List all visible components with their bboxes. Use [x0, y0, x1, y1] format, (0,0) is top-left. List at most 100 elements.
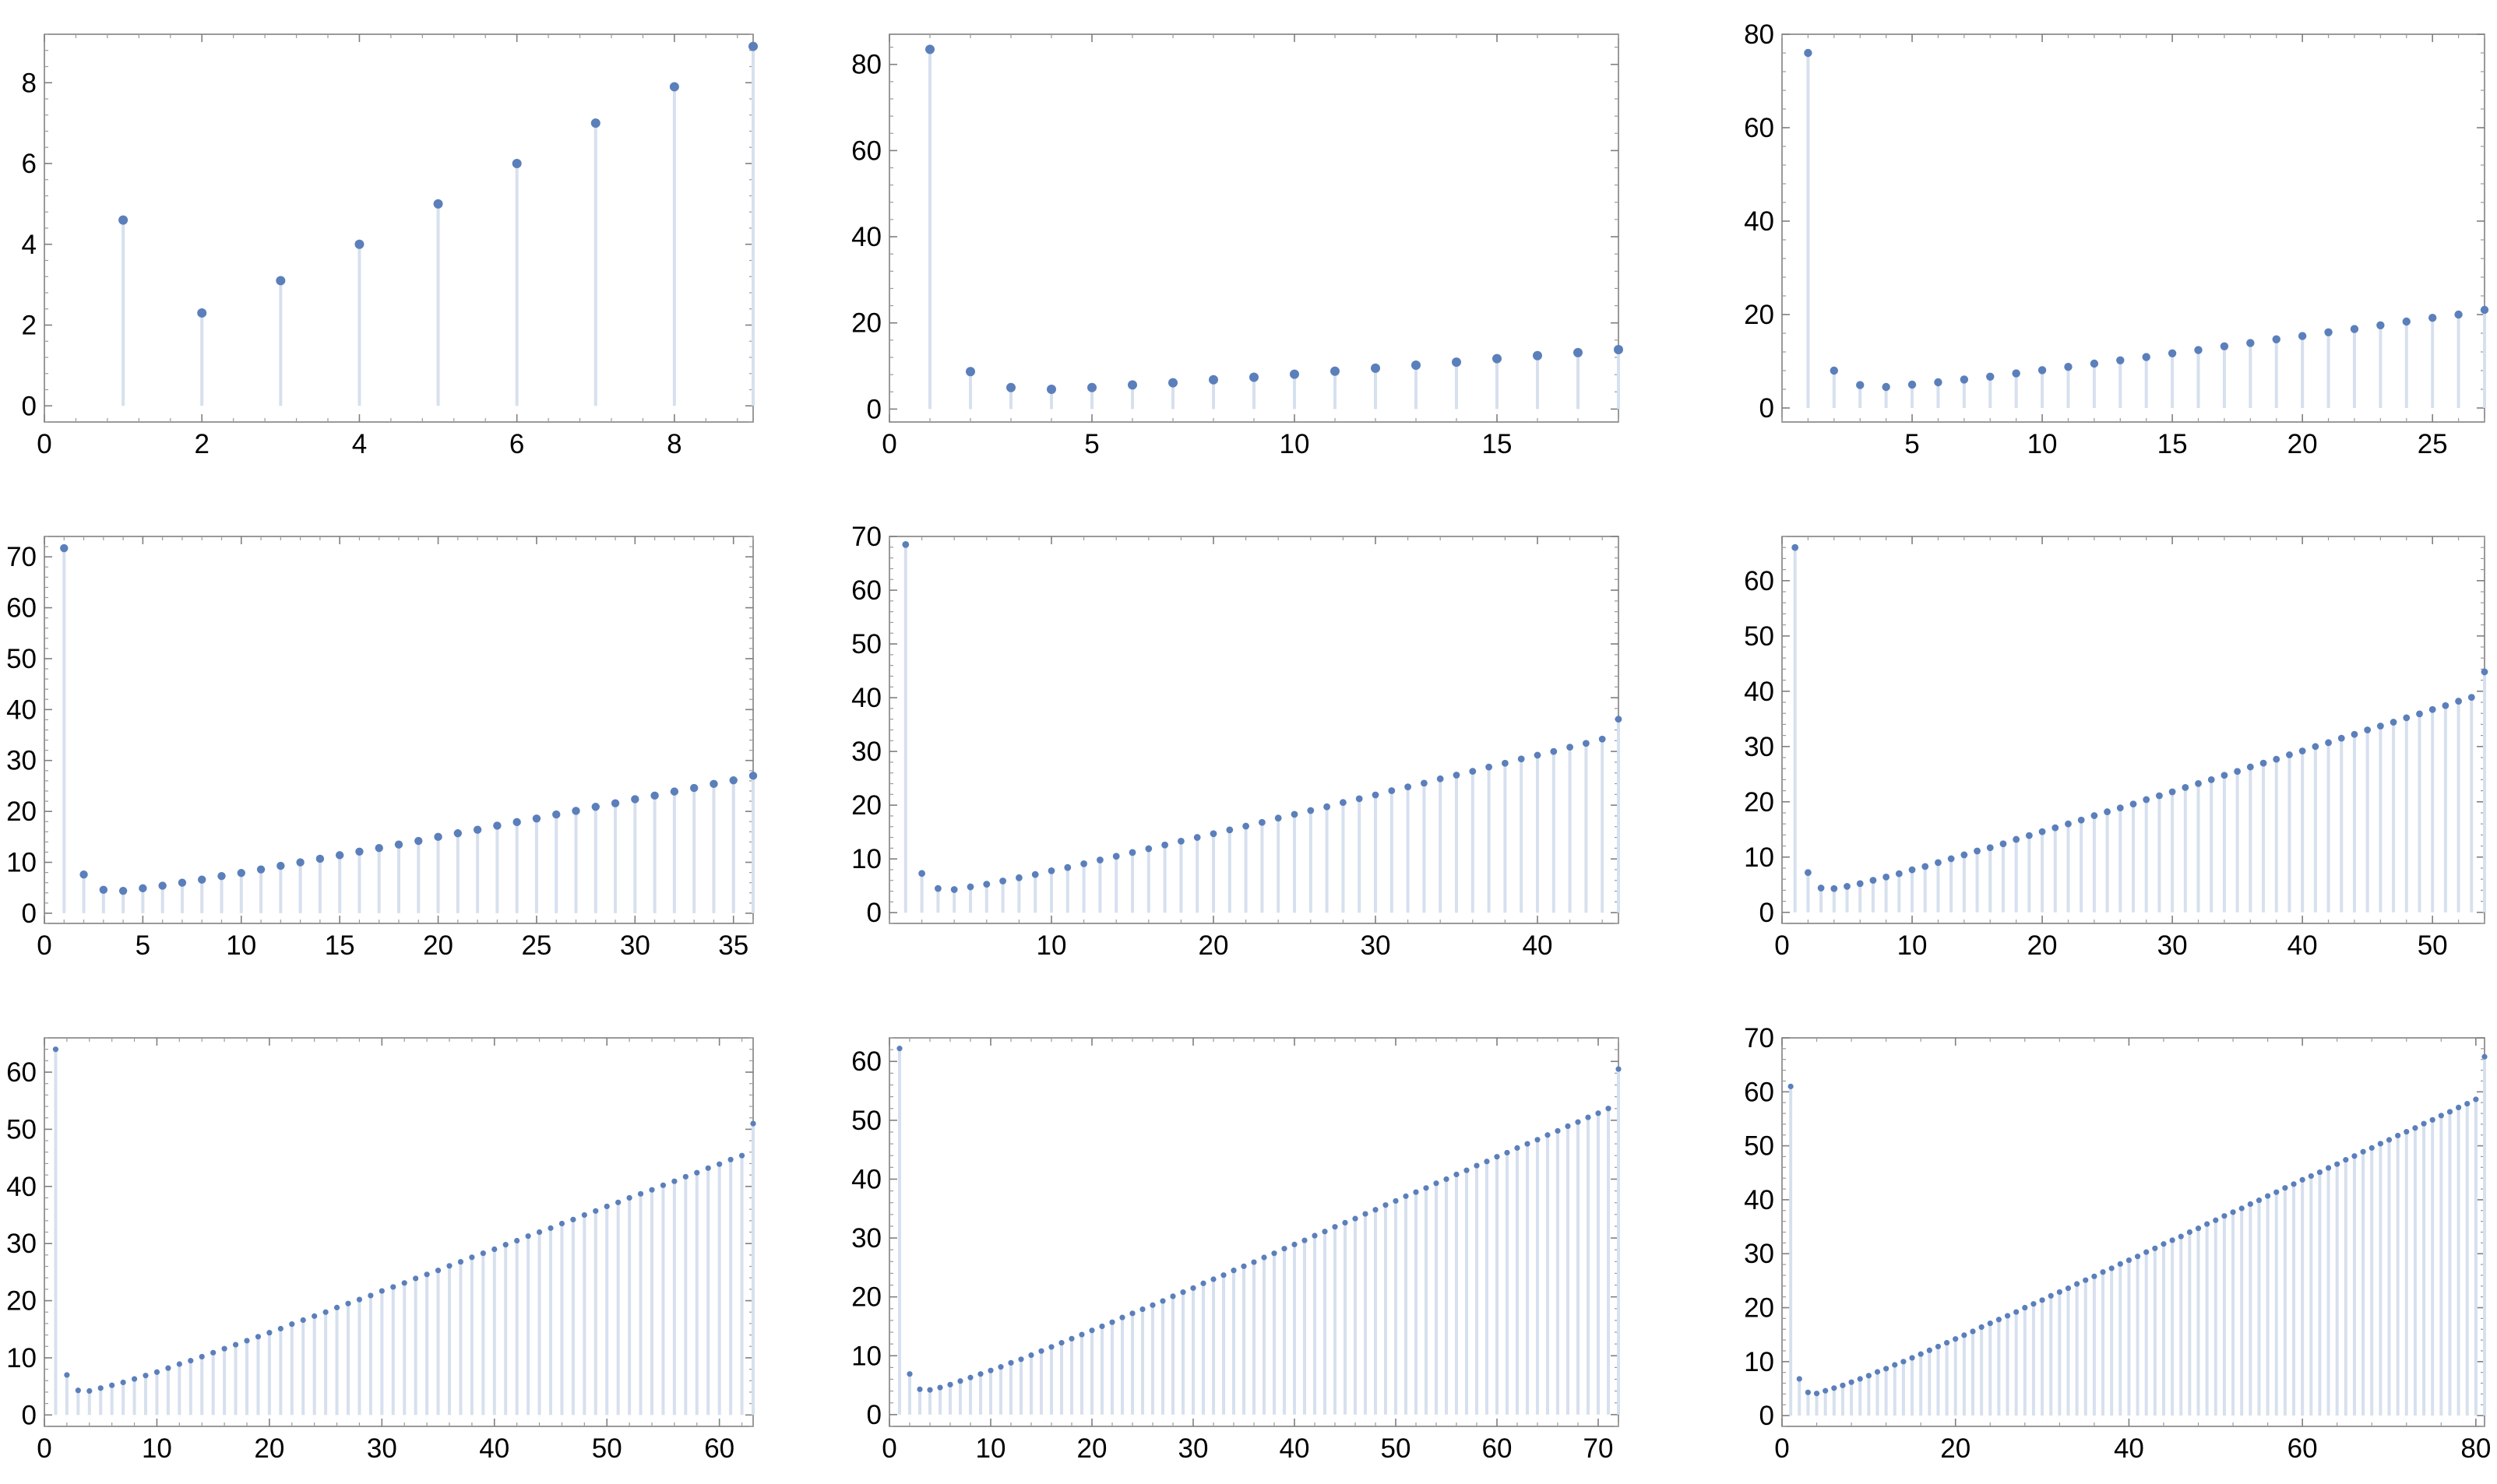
data-point [2316, 1169, 2323, 1176]
data-point [2351, 730, 2358, 738]
data-point [2390, 719, 2397, 726]
data-point [1943, 1339, 1950, 1346]
data-point [1200, 1280, 1206, 1286]
data-point [1999, 840, 2007, 848]
data-point [480, 1250, 486, 1257]
data-point [1242, 822, 1249, 830]
data-point [1150, 1302, 1156, 1308]
data-point [1079, 1331, 1085, 1338]
data-point [1372, 791, 1379, 799]
y-tick-label: 20 [1744, 300, 1774, 330]
data-point [1595, 1110, 1601, 1117]
data-point [2168, 788, 2176, 796]
y-tick-label: 6 [22, 149, 37, 179]
data-point [2178, 1233, 2184, 1240]
data-point [1502, 759, 1509, 767]
data-point [650, 791, 659, 800]
x-tick-label: 10 [226, 930, 256, 961]
data-point [232, 1342, 239, 1348]
data-point [1494, 1154, 1500, 1160]
data-point [957, 1378, 963, 1384]
plot-frame [44, 1037, 754, 1427]
y-tick-label: 0 [1759, 393, 1774, 424]
data-point [1178, 837, 1185, 845]
data-point [1934, 378, 1942, 387]
data-point [52, 1046, 59, 1053]
data-point [2386, 1137, 2393, 1143]
data-point [1231, 1268, 1237, 1274]
data-point [1986, 844, 1994, 852]
y-tick-label: 30 [851, 1223, 882, 1254]
data-point [2282, 1185, 2288, 1191]
data-point [2298, 332, 2307, 340]
data-point [2039, 1297, 2045, 1303]
x-tick-label: 5 [1904, 429, 1919, 459]
data-point [1031, 870, 1039, 878]
x-tick-label: 25 [2418, 429, 2448, 459]
data-point [469, 1254, 475, 1261]
data-point [244, 1338, 250, 1344]
y-tick-label: 60 [851, 1046, 882, 1077]
data-point [2074, 1281, 2080, 1287]
data-point [1259, 818, 1266, 826]
data-point [1463, 1167, 1470, 1173]
y-tick-label: 40 [6, 695, 37, 725]
data-point [390, 1284, 396, 1290]
data-point [1312, 1233, 1318, 1239]
x-tick-label: 40 [1280, 1433, 1310, 1464]
data-point [2395, 1132, 2401, 1139]
data-point [1128, 380, 1137, 390]
y-tick-label: 60 [1744, 1077, 1774, 1107]
data-point [1064, 863, 1072, 871]
data-point [1028, 1352, 1034, 1359]
chart-panel-5: 10 20 30 40 0 10 20 30 40 50 60 70 [851, 522, 1622, 961]
data-point [525, 1233, 531, 1240]
data-point [2143, 1249, 2150, 1255]
x-tick-label: 60 [1482, 1433, 1513, 1464]
data-point [1900, 1359, 1907, 1365]
data-point [2428, 314, 2437, 322]
data-point [649, 1187, 655, 1193]
y-tick-label: 40 [851, 222, 882, 252]
data-point [1840, 1382, 1846, 1388]
data-point [2337, 734, 2345, 742]
data-point [1865, 1373, 1872, 1379]
chart-panel-3: 5 10 15 20 25 0 20 40 60 80 [1744, 19, 2489, 459]
data-point [1330, 366, 1340, 376]
data-point [2129, 800, 2137, 808]
y-tick-label: 60 [1744, 566, 1774, 596]
data-point [379, 1288, 385, 1294]
data-point [2360, 1148, 2366, 1155]
data-point [2194, 346, 2203, 354]
data-point [682, 1173, 689, 1180]
data-point [300, 1317, 306, 1324]
data-point [1340, 799, 1347, 807]
chart-panel-2: 0 5 10 15 0 20 40 60 80 [851, 33, 1623, 459]
data-point [1566, 744, 1573, 751]
y-tick-label: 20 [851, 1282, 882, 1313]
data-point [2051, 824, 2059, 832]
data-point [355, 847, 364, 856]
data-point [2143, 796, 2150, 804]
x-tick-label: 10 [142, 1433, 172, 1464]
data-point [631, 795, 639, 804]
data-point [197, 308, 207, 318]
data-point [2169, 1237, 2175, 1243]
data-point [1241, 1263, 1247, 1269]
y-tick-label: 0 [867, 394, 882, 424]
data-point [902, 540, 910, 548]
x-tick-label: 15 [325, 930, 355, 961]
data-point [1961, 1332, 1967, 1338]
data-point [1895, 870, 1903, 877]
x-tick-label: 20 [423, 930, 453, 961]
x-tick-label: 6 [509, 429, 524, 459]
x-tick-label: 15 [1482, 429, 1513, 459]
data-point [2376, 723, 2384, 730]
x-tick-label: 2 [194, 429, 209, 459]
data-point [2473, 1096, 2479, 1102]
data-point [2168, 349, 2177, 357]
data-point [2022, 1304, 2028, 1311]
data-point [277, 1325, 284, 1332]
chart-panel-7: 0 10 20 30 40 50 60 0 10 20 30 40 50 60 [6, 1037, 756, 1464]
y-tick-label: 0 [867, 1400, 882, 1430]
